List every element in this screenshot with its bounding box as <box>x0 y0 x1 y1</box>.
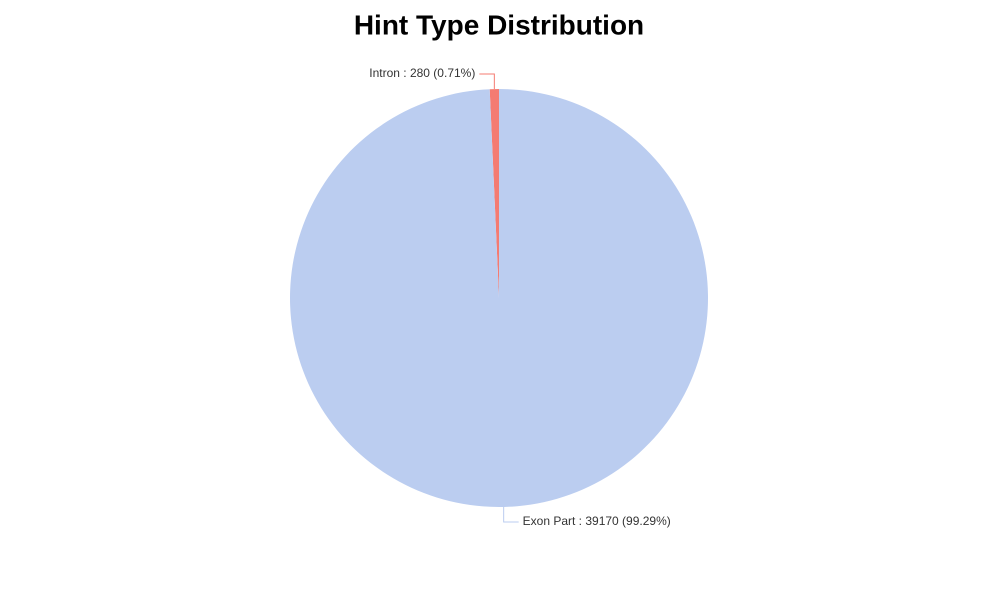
pie-slice <box>290 89 709 508</box>
data-label: Intron : 280 (0.71%) <box>369 66 475 80</box>
label-line <box>503 506 519 523</box>
data-label: Exon Part : 39170 (99.29%) <box>523 514 671 528</box>
pie-slice <box>489 89 499 298</box>
chart-title: Hint Type Distribution <box>354 9 644 40</box>
label-line <box>479 73 495 90</box>
